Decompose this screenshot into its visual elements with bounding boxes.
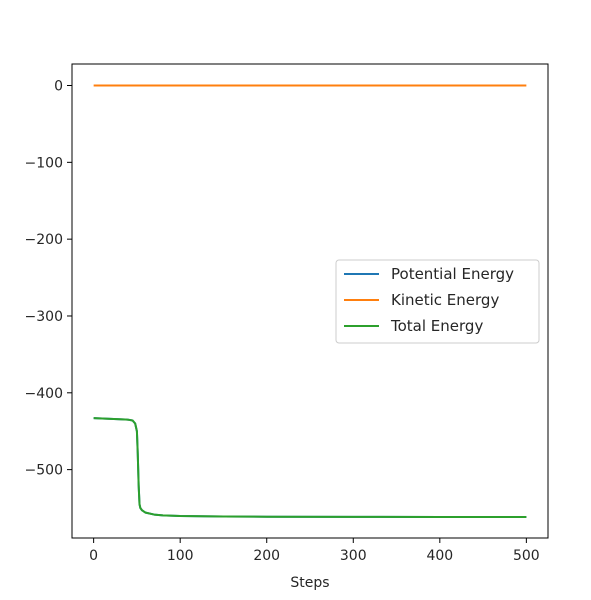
legend: Potential Energy Kinetic Energy Total Ener…: [335, 259, 540, 344]
legend-label: Total Energy: [390, 317, 483, 335]
series-line-total-energy: [93, 417, 527, 519]
y-tick-label: −200: [25, 232, 63, 248]
plot-marks: [93, 84, 527, 519]
y-tick-label: −400: [25, 386, 63, 402]
x-tick-label: 200: [253, 548, 280, 564]
y-axis-ticks: 0 −100 −200 −300 −400 −500: [25, 79, 72, 479]
series-line-potential-energy: [93, 417, 527, 519]
y-tick-label: −500: [25, 463, 63, 479]
legend-label: Potential Energy: [391, 265, 514, 283]
y-tick-label: 0: [54, 79, 63, 95]
x-tick-label: 400: [426, 548, 453, 564]
y-tick-label: −300: [25, 309, 63, 325]
x-axis-ticks: 0 100 200 300 400 500: [89, 538, 540, 564]
x-tick-label: 500: [513, 548, 540, 564]
x-axis-label: Steps: [290, 575, 329, 591]
axes-frame: [71, 63, 549, 539]
legend-label: Kinetic Energy: [391, 291, 499, 309]
x-tick-label: 0: [89, 548, 98, 564]
y-tick-label: −100: [25, 155, 63, 171]
x-tick-label: 100: [167, 548, 194, 564]
legend-frame: [335, 259, 540, 344]
x-tick-label: 300: [340, 548, 367, 564]
